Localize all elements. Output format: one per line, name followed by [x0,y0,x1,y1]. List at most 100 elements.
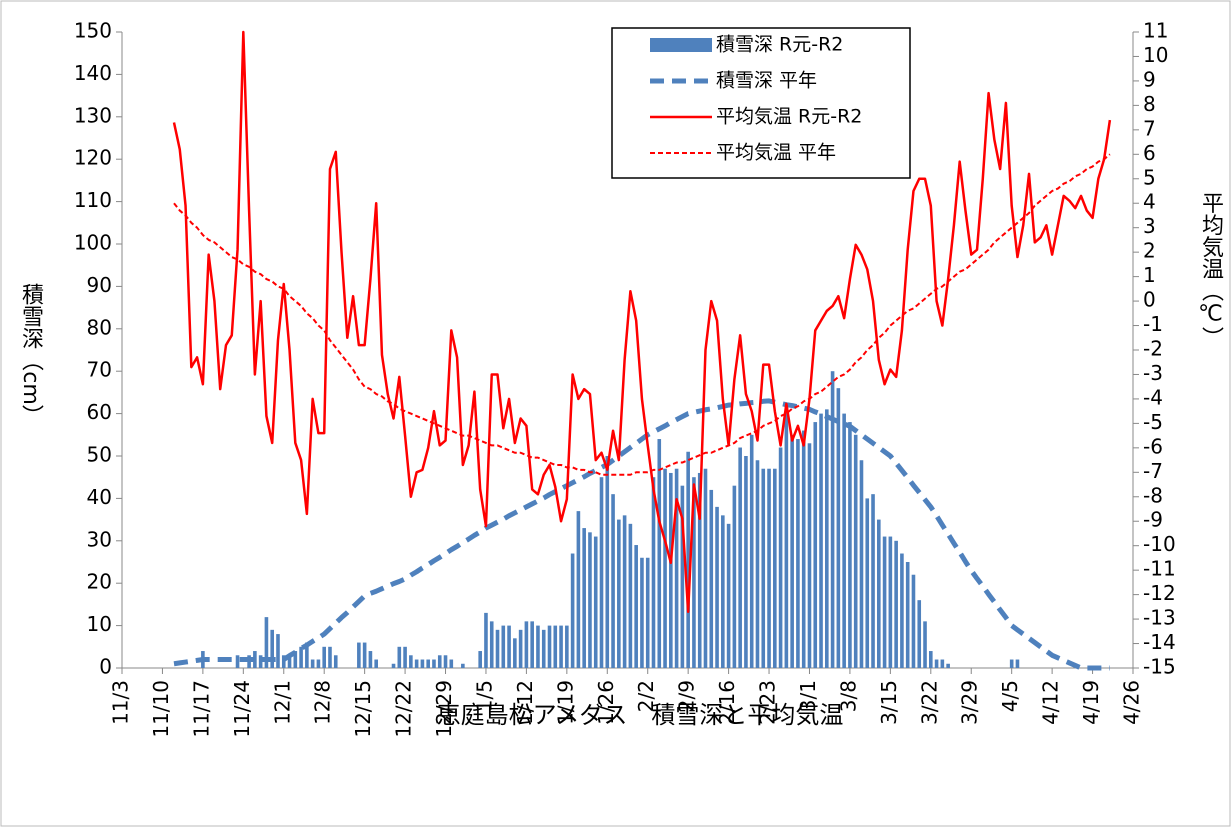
bar [287,655,292,668]
bar [894,540,898,668]
y-tick-label: 120 [74,146,112,170]
bar [368,651,373,668]
x-tick-label: 3/29 [958,680,982,725]
legend-label: 積雪深 R元-R2 [716,34,843,56]
y2-axis-title: 平均気温（℃） [1198,192,1224,349]
bar [801,430,806,668]
bar [489,621,494,668]
bar [305,642,309,668]
y2-tick-label: -4 [1143,385,1163,409]
bar [703,468,708,668]
bar [784,405,789,668]
y-tick-label: 10 [87,612,112,636]
bar [634,545,638,668]
bar [432,659,436,668]
bar [391,663,396,668]
bar [478,651,482,668]
bar [628,523,633,668]
bar [946,663,950,668]
bar [541,629,546,668]
x-tick-label: 11/17 [189,680,213,738]
bar [669,472,673,668]
y2-tick-label: -10 [1143,532,1176,556]
bar [374,659,378,668]
bar [767,468,771,668]
bar [819,413,823,668]
x-tick-label: 2/16 [715,680,739,725]
bar [328,646,332,668]
bar [362,642,367,668]
line [173,153,1111,476]
bar [640,557,644,668]
bar [853,434,858,668]
bar [888,536,893,668]
bar [813,422,818,668]
bar [582,528,586,668]
bar [923,621,927,668]
bar [663,468,667,668]
x-tick-label: 3/22 [917,680,941,725]
y2-tick-label: 0 [1143,288,1156,312]
y2-tick-label: -11 [1143,557,1176,581]
y2-tick-label: 5 [1143,165,1156,189]
y2-tick-label: 6 [1143,141,1156,165]
bar [565,625,569,668]
y2-tick-label: -2 [1143,337,1163,361]
bar [495,629,500,668]
y2-tick-label: -1 [1143,312,1163,336]
y-tick-label: 0 [99,655,112,679]
bar [605,456,610,668]
y2-tick-label: 7 [1143,116,1156,140]
bar [709,489,714,668]
y-tick-label: 130 [74,103,112,127]
bar [755,460,760,668]
bar [570,553,575,668]
bar [443,655,448,668]
bar [929,651,933,668]
y2-tick-label: -6 [1143,434,1163,458]
bar [310,659,315,668]
bar [403,646,407,668]
bar [871,494,875,668]
bar [513,638,517,668]
bar [276,634,280,668]
bar [270,629,275,668]
bar [859,460,864,668]
x-tick-label: 11/10 [149,680,173,738]
bar [917,600,922,668]
bar [484,612,488,668]
y-tick-label: 110 [74,188,112,212]
y2-tick-label: -13 [1143,606,1176,630]
y2-tick-label: 3 [1143,214,1156,238]
bar [547,625,552,668]
y2-tick-label: -14 [1143,630,1176,654]
bar [426,659,430,668]
x-tick-label: 12/8 [311,680,335,725]
bar [357,642,361,668]
bar [738,447,742,668]
y-axis-title: 積雪深（cm） [18,283,44,427]
x-tick-label: 11/3 [109,680,133,725]
bar [322,646,326,668]
legend-label: 平均気温 R元-R2 [716,106,862,128]
bar [842,413,846,668]
line [172,30,1112,613]
bar [449,659,454,668]
bar [316,659,321,668]
bar [697,472,702,668]
bar [674,468,679,668]
y2-tick-label: -5 [1143,410,1163,434]
y2-tick-label: 9 [1143,67,1156,91]
y2-tick-label: -8 [1143,483,1163,507]
bar [732,485,737,668]
x-tick-label: 4/5 [998,680,1022,712]
y-tick-label: 20 [87,570,112,594]
y-tick-label: 150 [74,19,112,43]
bar [501,625,506,668]
bar [437,655,442,668]
bar [299,646,303,668]
bar [934,659,939,668]
y2-tick-label: -7 [1143,459,1163,483]
bar [530,621,534,668]
x-tick-label: 4/19 [1079,680,1103,725]
